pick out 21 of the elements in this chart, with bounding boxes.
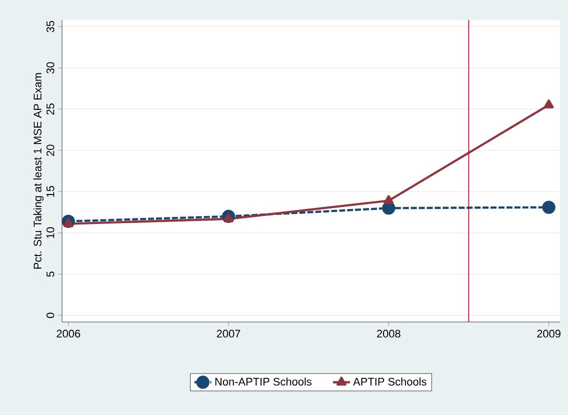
- point: [382, 202, 396, 215]
- y-tick-label: 0: [46, 312, 54, 318]
- point: [224, 213, 234, 222]
- x-tick-label: 2007: [216, 330, 240, 338]
- point: [544, 99, 554, 108]
- y-tick-label: 5: [46, 272, 54, 277]
- y-tick-label: 30: [46, 62, 54, 74]
- y-tick-label: 10: [46, 227, 54, 238]
- x-tick-label: 2009: [537, 330, 560, 338]
- y-tick-label: 15: [46, 186, 54, 197]
- legend-label: Non-APTIP Schools: [215, 378, 312, 386]
- legend-label: APTIP Schools: [353, 378, 426, 386]
- point: [384, 195, 394, 204]
- y-tick-label: 35: [46, 20, 54, 32]
- point: [63, 218, 74, 228]
- y-axis-title: Pct. Stu Taking at least 1 MSE AP Exam: [33, 73, 44, 269]
- y-tick-label: 20: [46, 144, 54, 156]
- x-tick-label: 2008: [377, 330, 400, 338]
- y-tick-label: 25: [46, 103, 54, 115]
- point: [542, 200, 556, 214]
- x-tick-label: 2006: [56, 330, 80, 338]
